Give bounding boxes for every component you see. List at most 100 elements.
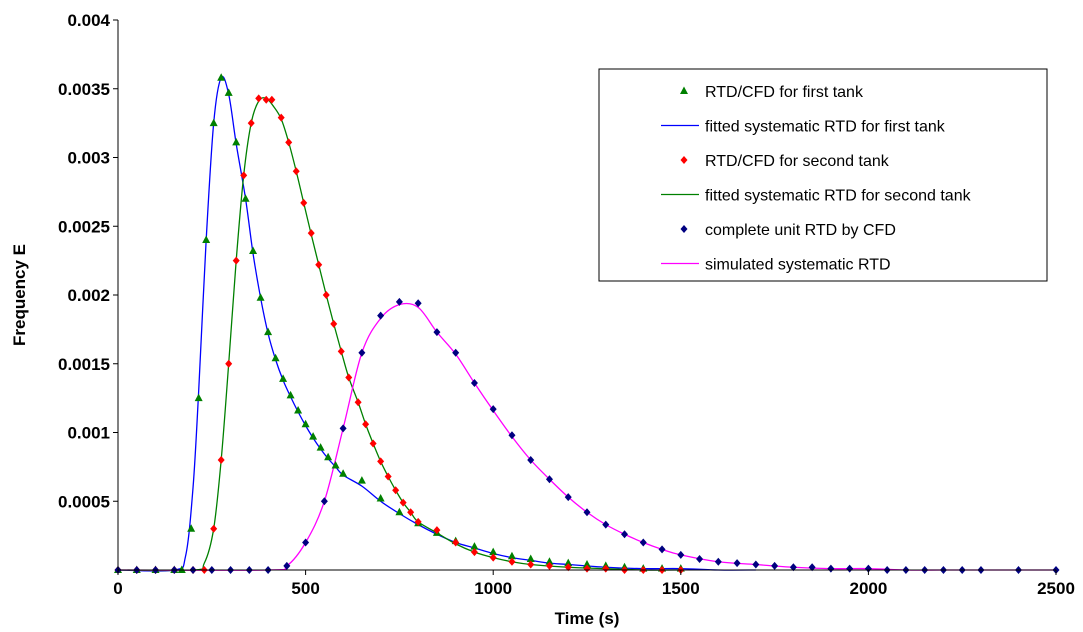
data-point <box>271 353 280 362</box>
data-point <box>279 374 288 382</box>
data-point <box>249 246 258 254</box>
series-complete-unit-rtd-by-cfd <box>114 297 1060 574</box>
data-point <box>217 73 226 81</box>
data-point <box>470 379 478 387</box>
legend-swatch <box>680 156 688 164</box>
data-point <box>508 557 516 566</box>
data-point <box>545 557 554 565</box>
data-point <box>545 561 553 570</box>
data-point <box>345 373 353 382</box>
x-tick-label: 2500 <box>1037 579 1075 598</box>
data-point <box>292 167 300 176</box>
y-tick-label: 0.0015 <box>58 355 110 374</box>
x-tick-label: 1000 <box>474 579 512 598</box>
data-point <box>508 431 516 440</box>
data-point <box>846 564 854 573</box>
legend-swatch <box>680 225 688 233</box>
y-tick-label: 0.0035 <box>58 80 110 99</box>
data-point <box>658 545 666 554</box>
data-point <box>392 486 400 495</box>
data-point <box>602 520 610 529</box>
data-point <box>255 94 263 103</box>
data-point <box>354 398 362 407</box>
series-line-simulated-systematic-rtd <box>117 302 1056 571</box>
data-point <box>414 299 422 308</box>
data-point <box>240 171 248 180</box>
data-point <box>322 291 330 299</box>
data-point <box>320 497 328 506</box>
data-point <box>583 508 591 517</box>
data-point <box>307 229 315 238</box>
y-tick-label: 0.002 <box>67 286 110 305</box>
data-point <box>377 311 385 320</box>
y-tick-label: 0.003 <box>67 149 110 168</box>
x-tick-label: 500 <box>291 579 319 598</box>
data-point <box>395 507 404 516</box>
data-point <box>399 498 407 507</box>
data-point <box>395 297 403 306</box>
legend-label: RTD/CFD for second tank <box>705 153 890 170</box>
data-point <box>316 443 325 451</box>
data-point <box>470 548 478 557</box>
data-point <box>507 551 516 560</box>
legend: RTD/CFD for first tank fitted systematic … <box>598 68 1048 282</box>
data-point <box>187 524 196 532</box>
ticks: 0 500 1000 1500 2000 2500 0.0005 0.001 0.0015 0.0… <box>58 11 1075 598</box>
data-point <box>407 508 415 517</box>
data-point <box>294 406 303 414</box>
legend-swatch <box>680 86 688 94</box>
x-tick-label: 2000 <box>849 579 887 598</box>
data-point <box>232 256 240 265</box>
data-point <box>277 113 285 122</box>
data-point <box>358 348 366 357</box>
data-point <box>489 553 497 562</box>
series-line-fitted-systematic-rtd-for-second-tank <box>117 97 681 572</box>
data-point <box>262 95 270 104</box>
data-point <box>256 293 265 301</box>
data-point <box>489 405 497 414</box>
data-point <box>771 561 779 570</box>
data-point <box>639 538 647 547</box>
data-point <box>602 564 610 573</box>
data-point <box>330 319 338 328</box>
data-point <box>696 555 704 563</box>
data-point <box>564 558 573 567</box>
data-point <box>677 550 685 559</box>
data-point <box>564 493 572 502</box>
data-point <box>309 432 318 440</box>
legend-label: complete unit RTD by CFD <box>705 222 896 239</box>
data-point <box>526 554 535 562</box>
y-tick-label: 0.0025 <box>58 217 110 236</box>
data-point <box>808 563 816 572</box>
data-point <box>583 564 591 573</box>
data-point <box>384 472 392 481</box>
data-point <box>224 88 233 96</box>
data-point <box>583 560 591 568</box>
data-point <box>621 530 629 539</box>
data-point <box>202 235 211 243</box>
data-point <box>209 118 218 127</box>
data-point <box>527 456 535 464</box>
y-tick-label: 0.0005 <box>58 492 110 511</box>
data-point <box>286 390 295 399</box>
x-axis-label: Time (s) <box>555 609 620 628</box>
data-point <box>285 138 293 147</box>
data-point <box>470 542 479 550</box>
data-point <box>324 452 333 461</box>
data-point <box>527 560 535 569</box>
data-point <box>302 538 310 547</box>
data-point <box>414 517 422 526</box>
data-point <box>337 347 345 356</box>
data-point <box>827 564 835 573</box>
data-point <box>433 328 441 337</box>
y-tick-label: 0.001 <box>67 424 110 443</box>
data-point <box>789 563 797 572</box>
data-point <box>377 457 385 466</box>
data-point <box>241 194 250 202</box>
y-tick-label: 0.004 <box>67 11 110 30</box>
data-point <box>752 560 760 569</box>
legend-label: fitted systematic RTD for second tank <box>705 188 972 205</box>
data-point <box>369 439 377 448</box>
data-point <box>452 538 460 547</box>
